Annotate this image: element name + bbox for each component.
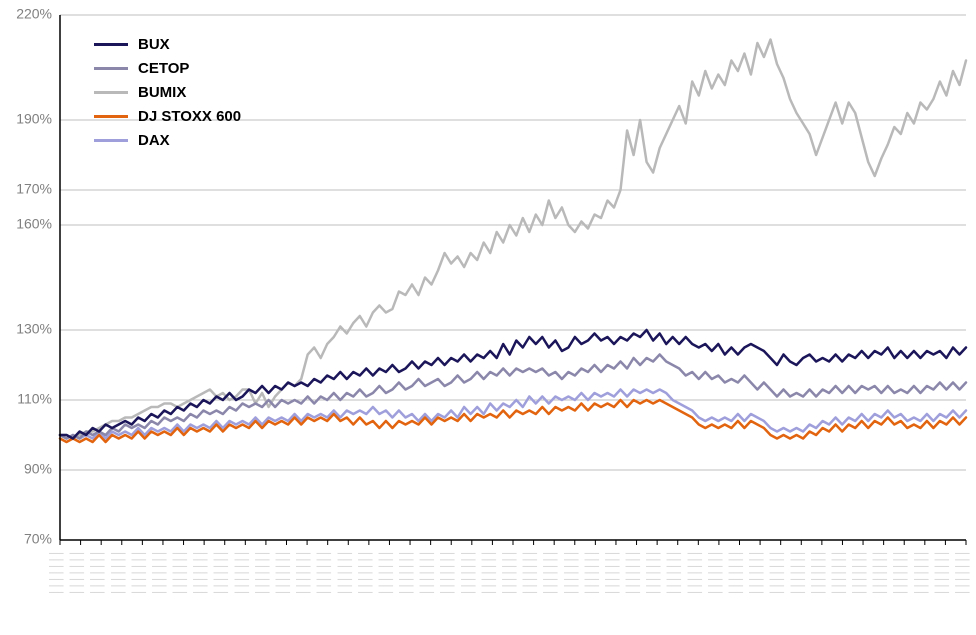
svg-text:160%: 160% xyxy=(16,216,52,232)
x-tick-label: │││││││ xyxy=(934,550,949,596)
x-tick-label: │││││││ xyxy=(420,550,435,596)
x-tick-label: │││││││ xyxy=(687,550,702,596)
x-tick-label: │││││││ xyxy=(49,550,64,596)
svg-text:90%: 90% xyxy=(24,461,52,477)
legend-swatch xyxy=(94,43,128,46)
svg-text:130%: 130% xyxy=(16,321,52,337)
legend-item-DJSTOXX600: DJ STOXX 600 xyxy=(94,104,241,128)
x-tick-label: │││││││ xyxy=(317,550,332,596)
svg-text:170%: 170% xyxy=(16,181,52,197)
x-tick-label: │││││││ xyxy=(440,550,455,596)
x-tick-label: │││││││ xyxy=(605,550,620,596)
x-tick-label: │││││││ xyxy=(461,550,476,596)
x-tick-label: │││││││ xyxy=(955,550,970,596)
x-tick-label: │││││││ xyxy=(234,550,249,596)
x-tick-label: │││││││ xyxy=(790,550,805,596)
x-tick-label: │││││││ xyxy=(214,550,229,596)
legend: BUX CETOP BUMIX DJ STOXX 600 DAX xyxy=(88,28,247,156)
svg-text:110%: 110% xyxy=(17,391,52,407)
legend-swatch xyxy=(94,91,128,94)
x-tick-label: │││││││ xyxy=(708,550,723,596)
x-tick-label: │││││││ xyxy=(70,550,85,596)
legend-swatch xyxy=(94,67,128,70)
x-tick-label: │││││││ xyxy=(749,550,764,596)
legend-label: CETOP xyxy=(138,60,189,77)
legend-item-DAX: DAX xyxy=(94,128,241,152)
x-tick-label: │││││││ xyxy=(914,550,929,596)
x-tick-label: │││││││ xyxy=(831,550,846,596)
x-tick-label: │││││││ xyxy=(852,550,867,596)
x-tick-label: │││││││ xyxy=(770,550,785,596)
x-tick-label: │││││││ xyxy=(337,550,352,596)
x-tick-label: │││││││ xyxy=(626,550,641,596)
x-tick-label: │││││││ xyxy=(276,550,291,596)
legend-label: DAX xyxy=(138,132,170,149)
x-tick-label: │││││││ xyxy=(255,550,270,596)
x-tick-label: │││││││ xyxy=(811,550,826,596)
performance-line-chart: 70% 90% 110% 130% 160% 170% 190% 220% │││││││ │││… xyxy=(0,0,976,635)
legend-item-BUX: BUX xyxy=(94,32,241,56)
legend-label: DJ STOXX 600 xyxy=(138,108,241,125)
x-tick-label: │││││││ xyxy=(873,550,888,596)
x-tick-label: │││││││ xyxy=(193,550,208,596)
x-tick-label: │││││││ xyxy=(564,550,579,596)
svg-text:190%: 190% xyxy=(16,111,52,127)
legend-swatch xyxy=(94,139,128,142)
svg-text:70%: 70% xyxy=(24,531,52,547)
x-tick-label: │││││││ xyxy=(358,550,373,596)
x-tick-label: │││││││ xyxy=(523,550,538,596)
x-tick-label: │││││││ xyxy=(399,550,414,596)
legend-label: BUMIX xyxy=(138,84,186,101)
x-tick-label: │││││││ xyxy=(131,550,146,596)
legend-label: BUX xyxy=(138,36,170,53)
x-tick-label: │││││││ xyxy=(173,550,188,596)
legend-item-CETOP: CETOP xyxy=(94,56,241,80)
x-tick-label: │││││││ xyxy=(543,550,558,596)
x-tick-label: │││││││ xyxy=(296,550,311,596)
x-tick-label: │││││││ xyxy=(111,550,126,596)
x-tick-label: │││││││ xyxy=(584,550,599,596)
x-tick-label: │││││││ xyxy=(502,550,517,596)
x-tick-label: │││││││ xyxy=(378,550,393,596)
legend-item-BUMIX: BUMIX xyxy=(94,80,241,104)
legend-swatch xyxy=(94,115,128,118)
x-tick-label: │││││││ xyxy=(893,550,908,596)
x-tick-label: │││││││ xyxy=(646,550,661,596)
x-tick-label: │││││││ xyxy=(152,550,167,596)
x-tick-label: │││││││ xyxy=(90,550,105,596)
svg-text:220%: 220% xyxy=(16,6,52,22)
x-tick-label: │││││││ xyxy=(667,550,682,596)
x-tick-label: │││││││ xyxy=(481,550,496,596)
x-tick-label: │││││││ xyxy=(729,550,744,596)
